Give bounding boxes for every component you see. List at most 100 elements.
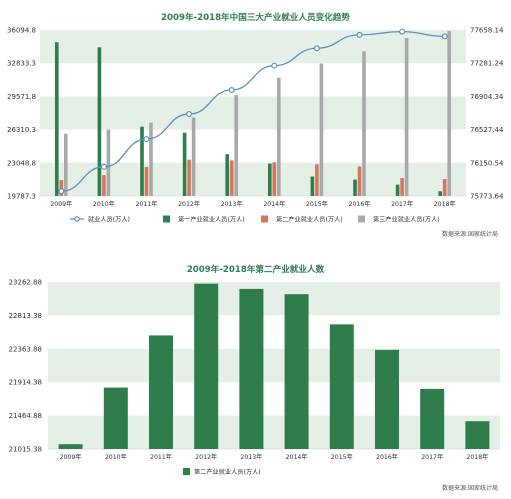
- secondary-industry-chart: 2009年-2018年第二产业就业人数 23262.88 22813.38 22363…: [9, 263, 500, 492]
- chart1-x-tick: 2013年: [221, 200, 243, 208]
- chart1-bar-series-1: [182, 132, 187, 196]
- chart2-x-tick: 2013年: [240, 453, 262, 461]
- chart2-bar: [149, 335, 173, 449]
- chart2-y-tick: 21914.38: [9, 379, 42, 387]
- chart1-bar-series-3: [277, 77, 281, 196]
- chart1-bar-series-3: [234, 95, 238, 196]
- chart2-x-tick: 2016年: [376, 453, 398, 461]
- chart2-x-tick: 2011年: [150, 453, 172, 461]
- chart1-total-point: [313, 45, 320, 52]
- legend-label: 第二产业就业人员(万人): [276, 215, 343, 223]
- chart2-y-tick: 22363.88: [9, 345, 42, 353]
- chart2-legend-label: 第二产业就业人员(万人): [194, 468, 261, 476]
- chart2-bar: [103, 387, 128, 449]
- chart1-total-point: [100, 163, 107, 170]
- chart1-source: 数据来源:国家统计局: [442, 230, 498, 238]
- chart1-bar-series-3: [404, 38, 409, 196]
- chart1-bar-series-1: [268, 163, 272, 196]
- chart1-x-tick: 2010年: [93, 200, 115, 208]
- chart2-y-tick: 22813.38: [9, 312, 42, 320]
- chart2-x-tick: 2014年: [286, 453, 308, 461]
- chart1-bar-series-3: [319, 63, 324, 196]
- chart2-bar: [329, 324, 354, 449]
- chart1-bar-series-2: [187, 159, 191, 196]
- legend-label: 第三产业就业人员(万人): [373, 215, 440, 223]
- legend-label: 第一产业就业人员(万人): [178, 215, 245, 223]
- chart1-right-tick: 76904.34: [470, 93, 504, 101]
- chart1-bar-series-1: [353, 179, 357, 196]
- chart1-bar-series-3: [362, 51, 366, 197]
- chart1-total-point: [58, 188, 65, 195]
- chart1-bar-series-3: [447, 30, 451, 197]
- chart1-bar-series-1: [310, 176, 315, 196]
- chart1-x-tick: 2009年: [50, 200, 72, 208]
- chart1-bar-series-1: [55, 42, 59, 196]
- chart1-total-point: [356, 31, 363, 38]
- chart1-x-tick: 2012年: [178, 200, 200, 208]
- chart1-total-point: [186, 111, 193, 118]
- chart1-bar-series-2: [272, 162, 277, 196]
- chart1-bar-series-2: [357, 166, 362, 196]
- chart1-total-point: [441, 33, 448, 40]
- chart2-x-tick: 2012年: [195, 453, 217, 461]
- chart2-grid-band: [48, 282, 500, 316]
- chart1-grid-band: [40, 30, 466, 64]
- chart2-source: 数据来源:国家统计局: [442, 484, 498, 492]
- chart1-bar-series-1: [395, 184, 400, 196]
- chart1-total-point: [271, 62, 278, 69]
- chart2-x-tick: 2009年: [60, 453, 82, 461]
- chart1-left-tick: 19787.3: [7, 193, 36, 201]
- chart1-bar-series-2: [144, 166, 149, 196]
- chart1-bar-series-3: [64, 133, 68, 196]
- chart2-y-tick: 21015.38: [9, 446, 42, 454]
- chart2-title: 2009年-2018年第二产业就业人数: [187, 263, 325, 275]
- chart2-bar: [239, 288, 264, 449]
- chart1-left-tick: 32833.3: [7, 60, 36, 68]
- chart1-total-point: [228, 86, 235, 93]
- chart2-y-tick: 21464.88: [9, 412, 42, 420]
- chart2-x-tick: 2015年: [331, 453, 353, 461]
- chart1-x-tick: 2015年: [306, 200, 328, 208]
- chart1-x-tick: 2016年: [349, 200, 371, 208]
- chart1-title: 2009年-2018年中国三大产业就业人员变化趋势: [161, 11, 350, 23]
- chart1-right-tick: 75773.64: [470, 193, 504, 201]
- chart2-legend-swatch: [183, 468, 190, 475]
- chart1-bar-series-1: [438, 191, 442, 196]
- chart1-bar-series-1: [225, 154, 229, 196]
- chart1-bar-series-3: [149, 122, 153, 196]
- chart1-bar-series-2: [229, 160, 234, 196]
- chart1-grid-band: [40, 162, 466, 196]
- legend-swatch: [358, 215, 365, 223]
- chart1-bar-series-2: [59, 180, 64, 196]
- chart1-total-point: [143, 136, 150, 143]
- chart1-x-tick: 2018年: [434, 200, 456, 208]
- chart1-total-line: [61, 30, 445, 192]
- chart2-x-tick: 2010年: [105, 453, 127, 461]
- chart1-left-tick: 23048.8: [7, 159, 36, 167]
- chart1-bar-series-3: [106, 129, 111, 196]
- chart1-x-tick: 2017年: [391, 200, 413, 208]
- chart2-x-tick: 2017年: [421, 453, 443, 461]
- chart1-x-tick: 2014年: [263, 200, 285, 208]
- chart1-x-tick: 2011年: [136, 200, 158, 208]
- chart1-total-point: [399, 28, 406, 35]
- chart2-bar: [465, 421, 490, 449]
- chart1-left-tick: 36094.8: [7, 27, 36, 35]
- chart1-grid-band: [40, 96, 466, 130]
- chart1-bar-series-2: [400, 178, 404, 196]
- chart1-bar-series-2: [442, 179, 447, 196]
- chart2-bar: [58, 444, 83, 449]
- chart1-right-tick: 76150.54: [470, 159, 504, 167]
- chart1-bar-series-1: [140, 126, 144, 196]
- chart1-bar-series-3: [191, 117, 196, 196]
- chart2-x-tick: 2018年: [466, 453, 488, 461]
- chart1-right-tick: 77281.24: [470, 60, 504, 68]
- chart2-bar: [420, 388, 445, 449]
- chart1-right-tick: 77658.14: [470, 27, 504, 35]
- chart1-bar-series-1: [97, 47, 102, 197]
- chart1-left-tick: 26310.3: [7, 126, 36, 134]
- chart1-bar-series-2: [315, 164, 319, 196]
- chart2-bar: [194, 283, 219, 449]
- legend-swatch: [163, 215, 170, 223]
